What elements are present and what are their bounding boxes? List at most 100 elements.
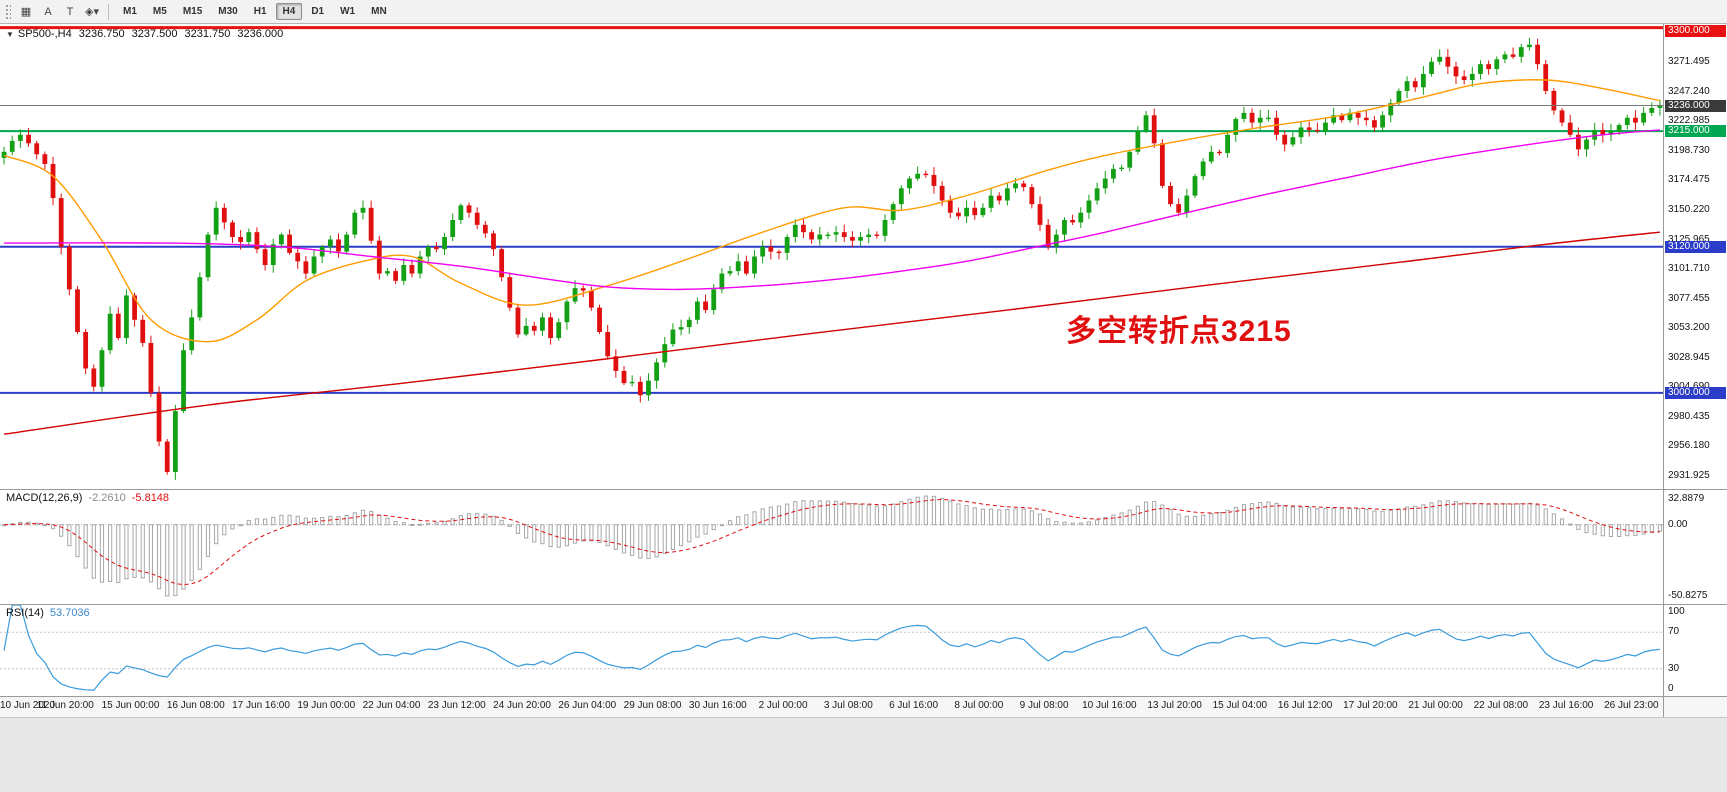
macd-signal-line: [4, 499, 1660, 586]
price-badge-pivot-3215: 3215.000: [1665, 125, 1726, 138]
macd-axis: 32.8879 0.00 -50.8275: [1664, 490, 1727, 604]
time-axis-label: 16 Jun 08:00: [166, 700, 225, 711]
time-axis-label: 22 Jul 08:00: [1473, 700, 1529, 711]
time-axis-label: 10 Jul 16:00: [1082, 700, 1137, 711]
time-axis-label: 22 Jun 04:00: [362, 700, 421, 711]
price-axis[interactable]: 3295.7503271.4953247.2403222.9853198.730…: [1664, 24, 1727, 489]
ohlc-close: 3236.000: [237, 28, 284, 40]
price-axis-label: 3222.985: [1668, 115, 1710, 127]
ma-fast-line: [3, 79, 1661, 343]
price-axis-label: 3028.945: [1668, 351, 1710, 363]
price-axis-label: 3198.730: [1668, 144, 1710, 156]
annotation-text[interactable]: 多空转折点3215: [1066, 315, 1292, 348]
time-axis-label: 24 Jun 20:00: [493, 700, 551, 711]
price-axis-label: 3247.240: [1668, 85, 1710, 97]
time-axis-label: 3 Jul 08:00: [823, 700, 873, 711]
time-axis-label: 9 Jul 08:00: [1019, 700, 1069, 711]
drawing-tools-group: ▦ A T ◈▾: [16, 3, 102, 21]
price-badge-support-3000: 3000.000: [1665, 386, 1726, 399]
price-axis-label: 3174.475: [1668, 174, 1710, 186]
timeframe-button-d1[interactable]: D1: [311, 6, 325, 17]
rsi-axis-label: 30: [1668, 662, 1680, 674]
rsi-value: 53.7036: [49, 607, 90, 619]
macd-histogram: [1, 495, 1663, 597]
time-axis-label: 26 Jun 04:00: [558, 700, 617, 711]
timeframe-button-w1[interactable]: W1: [340, 6, 356, 17]
time-axis-label: 29 Jun 08:00: [623, 700, 682, 711]
macd-value-signal: -5.8148: [131, 492, 170, 504]
macd-axis-label: 0.00: [1668, 518, 1688, 530]
toolbar: ▦ A T ◈▾ M1 M5 M15 M30 H1 H4 D1 W1 MN: [0, 0, 1727, 24]
timeframe-button-h1[interactable]: H1: [253, 6, 267, 17]
macd-axis-label: 32.8879: [1668, 493, 1705, 504]
shapes-tool-icon[interactable]: ◈▾: [85, 6, 99, 18]
rsi-axis-label: 70: [1668, 626, 1680, 638]
time-axis-label: 17 Jul 20:00: [1343, 700, 1398, 711]
price-axis-label: 3271.495: [1668, 56, 1710, 68]
time-axis-label: 2 Jul 00:00: [758, 700, 808, 711]
rsi-panel: 100 70 30 0 RSI(14) 53.7036: [0, 605, 1727, 697]
timeframe-buttons-group: M1 M5 M15 M30 H1 H4 D1 W1 MN: [115, 3, 395, 20]
price-chart-canvas[interactable]: [0, 24, 1664, 489]
time-axis-label: 17 Jun 16:00: [232, 700, 290, 711]
chart-grid-icon[interactable]: ▦: [20, 6, 32, 18]
arrow-tool-icon[interactable]: A: [44, 5, 52, 18]
timeframe-button-m5[interactable]: M5: [152, 6, 167, 17]
time-axis-label: 13 Jul 20:00: [1147, 700, 1202, 711]
candles: [1, 37, 1663, 480]
macd-panel: 32.8879 0.00 -50.8275 MACD(12,26,9) -2.2610…: [0, 490, 1727, 605]
time-axis-label: 23 Jun 12:00: [427, 700, 486, 711]
timeframe-button-m15[interactable]: M15: [182, 6, 203, 17]
ma-slow-line: [3, 231, 1660, 435]
time-axis-label: 16 Jul 12:00: [1277, 700, 1333, 711]
rsi-axis-label: 0: [1668, 683, 1674, 694]
price-axis-label: 3125.965: [1668, 233, 1710, 245]
symbol-name: SP500-,H4: [17, 28, 72, 40]
ohlc-low: 3231.750: [184, 28, 231, 40]
price-badge-resistance-3300: 3300.000: [1665, 25, 1726, 37]
toolbar-grip[interactable]: [5, 3, 11, 20]
window-bottom-area: [0, 717, 1727, 792]
time-axis-label: 10 Jun 2020: [0, 700, 56, 711]
price-axis-label: 3053.200: [1668, 322, 1710, 334]
price-badge-support-3120: 3120.000: [1665, 240, 1726, 253]
price-axis-label: 3101.710: [1668, 263, 1710, 275]
timeframe-button-mn[interactable]: MN: [371, 6, 387, 17]
price-axis-label: 2931.925: [1668, 469, 1710, 481]
time-axis-label: 6 Jul 16:00: [889, 700, 939, 711]
timeframe-button-m1[interactable]: M1: [123, 6, 137, 17]
chart-title: ▼ SP500-,H4 3236.750 3237.500 3231.750 3236.0…: [6, 28, 283, 40]
text-tool-icon[interactable]: T: [66, 5, 74, 18]
toolbar-separator: [108, 3, 109, 20]
price-axis-label: 3150.220: [1668, 203, 1710, 215]
price-badge-current-price: 3236.000: [1665, 99, 1726, 112]
macd-name: MACD(12,26,9): [6, 492, 83, 504]
macd-axis-label: -50.8275: [1668, 590, 1708, 601]
rsi-line: [3, 605, 1660, 691]
time-axis-label: 15 Jun 00:00: [101, 700, 160, 711]
price-axis-label: 2980.435: [1668, 410, 1710, 422]
timeframe-button-h4[interactable]: H4: [275, 3, 303, 20]
ohlc-high: 3237.500: [131, 28, 178, 40]
rsi-axis-label: 100: [1668, 606, 1685, 617]
ohlc-open: 3236.750: [78, 28, 125, 40]
timeframe-button-m30[interactable]: M30: [218, 6, 238, 17]
macd-canvas[interactable]: [0, 490, 1664, 604]
rsi-axis: 100 70 30 0: [1664, 605, 1727, 696]
price-chart-panel: 3295.7503271.4953247.2403222.9853198.730…: [0, 24, 1727, 490]
time-axis-label: 23 Jul 16:00: [1538, 700, 1594, 711]
rsi-name: RSI(14): [6, 607, 44, 619]
price-axis-label: 3004.690: [1668, 381, 1710, 392]
macd-value-main: -2.2610: [88, 492, 126, 504]
time-axis[interactable]: 10 Jun 2020 11 Jun 20:00 15 Jun 00:00 16 Ju…: [0, 697, 1727, 717]
rsi-canvas[interactable]: [0, 605, 1664, 696]
rsi-label: RSI(14) 53.7036: [6, 607, 90, 619]
time-axis-label: 19 Jun 00:00: [297, 700, 356, 711]
macd-label: MACD(12,26,9) -2.2610 -5.8148: [6, 492, 169, 504]
time-axis-label: 11 Jun 20:00: [36, 700, 94, 711]
time-axis-label: 30 Jun 16:00: [688, 700, 747, 711]
price-axis-label: 3077.455: [1668, 292, 1710, 304]
symbol-dropdown-icon[interactable]: ▼: [6, 30, 14, 39]
price-axis-label: 2956.180: [1668, 440, 1710, 452]
